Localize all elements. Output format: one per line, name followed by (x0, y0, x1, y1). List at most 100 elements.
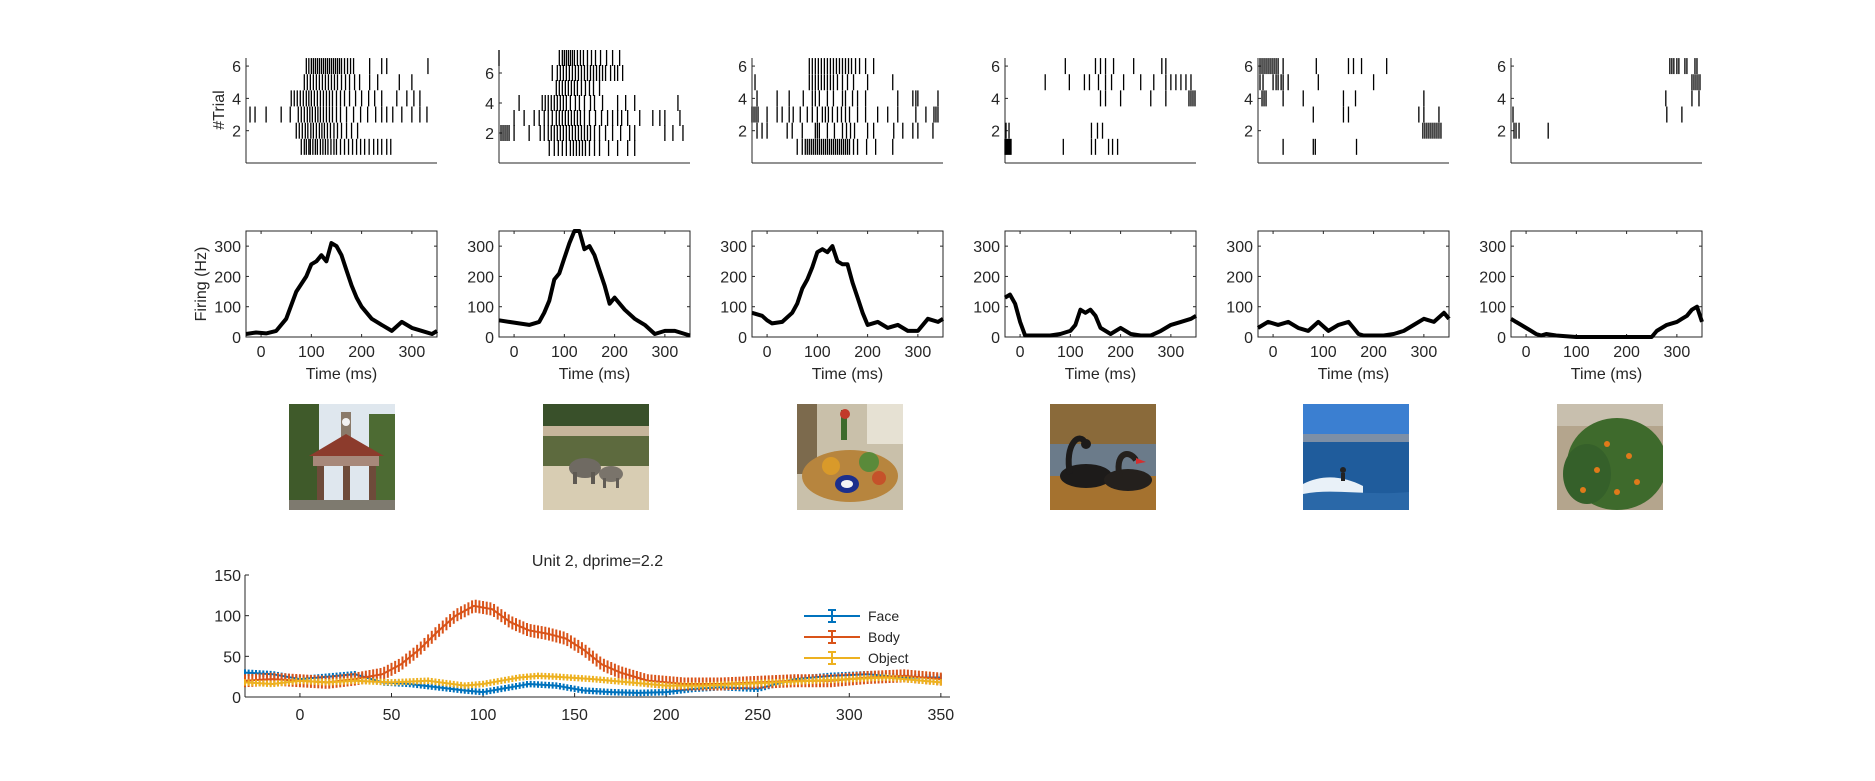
raster-ytick-label: 4 (738, 91, 747, 108)
psth-ytick-label: 100 (973, 300, 1000, 317)
legend-label: Object (868, 650, 909, 666)
psth-ytick-label: 100 (1479, 300, 1506, 317)
psth-xtick-label: 0 (257, 344, 266, 361)
psth-axes-box (1004, 230, 1197, 338)
summary-ytick-label: 0 (232, 690, 241, 707)
psth-ytick-label: 300 (973, 239, 1000, 256)
raster-ytick-label: 4 (991, 91, 1000, 108)
psth-ytick-label: 200 (1479, 269, 1506, 286)
raster-ytick-label: 2 (991, 124, 1000, 141)
psth-line (751, 244, 945, 333)
psth-y-label: Firing (Hz) (193, 247, 210, 322)
psth-xtick-label: 300 (1411, 344, 1438, 361)
summary-xtick-label: 0 (295, 707, 304, 724)
raster-ytick-label: 2 (485, 126, 494, 143)
raster-ytick-label: 4 (232, 91, 241, 108)
psth-xtick-label: 200 (348, 344, 375, 361)
psth-ytick-label: 0 (485, 330, 494, 347)
psth-ytick-label: 0 (1497, 330, 1506, 347)
summary-ytick-label: 50 (223, 649, 241, 666)
raster-ytick-label: 4 (1497, 91, 1506, 108)
psth-ytick-label: 0 (232, 330, 241, 347)
psth-xtick-label: 0 (510, 344, 519, 361)
raster-ytick-label: 6 (991, 59, 1000, 76)
psth-xtick-label: 0 (763, 344, 772, 361)
psth-x-label: Time (ms) (1065, 366, 1136, 383)
raster-ytick-label: 6 (738, 59, 747, 76)
psth-ytick-label: 200 (720, 269, 747, 286)
raster-ytick-label: 4 (485, 96, 494, 113)
raster-y-label: #Trial (211, 90, 228, 129)
psth-ytick-label: 0 (738, 330, 747, 347)
psth-ytick-label: 200 (1226, 269, 1253, 286)
psth-xtick-label: 200 (1360, 344, 1387, 361)
psth-line (1256, 310, 1451, 338)
black-swans-photo-icon (1050, 404, 1156, 510)
summary-xtick-label: 150 (561, 707, 588, 724)
psth-axes-box (498, 230, 691, 338)
summary-xtick-label: 200 (653, 707, 680, 724)
series-object (244, 672, 942, 689)
summary-xtick-label: 50 (383, 707, 401, 724)
legend-label: Face (868, 608, 899, 624)
psth-ytick-label: 300 (467, 239, 494, 256)
raster-ytick-label: 4 (1244, 91, 1253, 108)
food-table-photo-icon (797, 404, 903, 510)
raster-ytick-label: 6 (1497, 59, 1506, 76)
psth-line (1003, 292, 1198, 338)
psth-xtick-label: 300 (399, 344, 426, 361)
summary-xtick-label: 300 (836, 707, 863, 724)
psth-x-label: Time (ms) (559, 366, 630, 383)
series-line (244, 604, 941, 685)
raster-ytick-label: 6 (1244, 59, 1253, 76)
psth-ytick-label: 300 (1479, 239, 1506, 256)
summary-ytick-label: 100 (214, 609, 241, 626)
summary-ytick-label: 150 (214, 568, 241, 585)
psth-xtick-label: 300 (905, 344, 932, 361)
psth-xtick-label: 100 (298, 344, 325, 361)
series-face (244, 669, 942, 697)
psth-line (498, 229, 691, 338)
psth-ytick-label: 100 (467, 300, 494, 317)
elephants-enclosure-photo-icon (543, 404, 649, 510)
psth-ytick-label: 0 (1244, 330, 1253, 347)
raster-ytick-label: 6 (485, 66, 494, 83)
psth-xtick-label: 100 (551, 344, 578, 361)
psth-xtick-label: 200 (1613, 344, 1640, 361)
psth-xtick-label: 300 (1664, 344, 1691, 361)
raster-ytick-label: 2 (1244, 124, 1253, 141)
psth-ytick-label: 200 (973, 269, 1000, 286)
psth-xtick-label: 300 (652, 344, 679, 361)
psth-ytick-label: 100 (720, 300, 747, 317)
psth-x-label: Time (ms) (812, 366, 883, 383)
psth-xtick-label: 200 (854, 344, 881, 361)
raster-ytick-label: 6 (232, 59, 241, 76)
raster-ytick-label: 2 (232, 124, 241, 141)
psth-ytick-label: 100 (1226, 300, 1253, 317)
psth-xtick-label: 0 (1016, 344, 1025, 361)
summary-xtick-label: 350 (927, 707, 954, 724)
orange-tree-photo-icon (1557, 404, 1663, 510)
summary-title: Unit 2, dprime=2.2 (532, 553, 663, 570)
psth-axes-box (245, 230, 438, 338)
psth-line (1509, 304, 1704, 339)
raster-ytick-label: 2 (1497, 124, 1506, 141)
psth-ytick-label: 100 (214, 300, 241, 317)
psth-line (245, 241, 439, 336)
psth-x-label: Time (ms) (306, 366, 377, 383)
psth-xtick-label: 300 (1158, 344, 1185, 361)
psth-xtick-label: 200 (601, 344, 628, 361)
psth-x-label: Time (ms) (1571, 366, 1642, 383)
psth-xtick-label: 100 (1310, 344, 1337, 361)
raster-ytick-label: 2 (738, 124, 747, 141)
psth-axes-box (751, 230, 944, 338)
psth-xtick-label: 100 (804, 344, 831, 361)
legend-label: Body (868, 629, 900, 645)
psth-axes-box (1257, 230, 1450, 338)
psth-xtick-label: 100 (1057, 344, 1084, 361)
psth-xtick-label: 200 (1107, 344, 1134, 361)
summary-xtick-label: 250 (744, 707, 771, 724)
psth-xtick-label: 0 (1522, 344, 1531, 361)
psth-ytick-label: 300 (1226, 239, 1253, 256)
psth-ytick-label: 0 (991, 330, 1000, 347)
